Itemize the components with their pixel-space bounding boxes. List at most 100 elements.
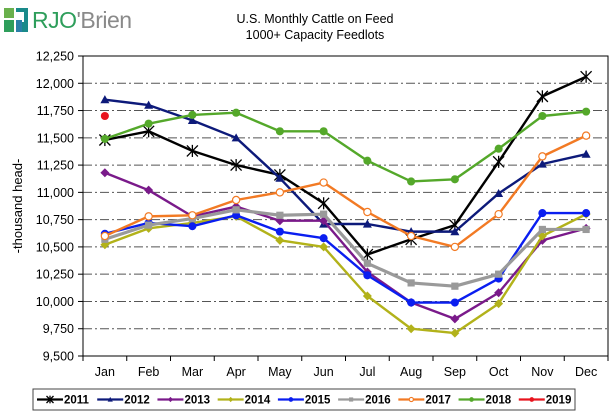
gridlines — [83, 82, 608, 330]
data-point-2018-Nov — [538, 111, 547, 121]
data-point-2018-Aug — [407, 177, 416, 186]
data-point-2016-Apr — [232, 206, 240, 214]
legend-item-2011: 2011 — [37, 395, 90, 407]
data-point-2012-Jul — [362, 219, 372, 228]
legend-marker-2012 — [107, 396, 113, 402]
y-tick-label: 10,750 — [36, 213, 74, 227]
data-point-2011-Dec — [580, 70, 593, 83]
data-point-2015-May — [275, 227, 284, 236]
legend-box — [32, 388, 576, 411]
data-point-2017-Mar — [188, 211, 197, 220]
logo-text-brien: 'Brien — [76, 7, 133, 33]
data-point-2018-Sep — [450, 175, 459, 184]
legend-item-2016: 2016 — [338, 395, 391, 407]
legend-item-2018: 2018 — [458, 395, 512, 407]
legend-marker-2013 — [167, 396, 174, 403]
data-point-2018-Jul — [363, 156, 372, 165]
data-point-2018-Mar — [188, 110, 197, 119]
data-point-2014-Jun — [319, 242, 329, 252]
data-point-2014-Oct — [494, 299, 504, 309]
legend-label-2018: 2018 — [486, 395, 512, 407]
data-point-2012-Feb — [144, 100, 154, 109]
series-line-2013 — [104, 171, 587, 321]
chart-title-block: U.S. Monthly Cattle on Feed 1000+ Capaci… — [150, 11, 480, 43]
data-point-2012-Sep — [450, 227, 460, 236]
series-line-2012 — [104, 98, 587, 233]
data-point-2016-Dec — [582, 225, 590, 234]
data-point-2016-May — [276, 211, 284, 219]
data-point-2011-Oct — [492, 155, 505, 168]
x-tick-label: May — [268, 365, 292, 379]
legend-item-2017: 2017 — [398, 395, 451, 407]
x-tick-label: Oct — [489, 365, 509, 379]
legend-item-2013: 2013 — [157, 395, 210, 407]
data-point-2017-Jul — [363, 207, 372, 217]
data-point-2011-Apr — [230, 159, 243, 172]
x-tick-label: Jul — [359, 365, 375, 379]
series-line-2017 — [104, 134, 587, 249]
data-point-2013-Sep — [450, 314, 460, 324]
data-point-2017-May — [275, 188, 285, 197]
data-point-2017-Feb — [144, 212, 153, 221]
data-point-2012-May — [275, 173, 285, 182]
y-tick-label: 11,500 — [37, 131, 74, 145]
legend-label-2011: 2011 — [64, 395, 90, 407]
series-line-2011 — [104, 75, 587, 256]
data-point-2013-Jan — [100, 168, 110, 178]
series-line-2014 — [104, 213, 587, 335]
legend-label-2013: 2013 — [184, 395, 210, 407]
data-point-2014-Jul — [362, 291, 372, 301]
legend-marker-2018 — [469, 397, 474, 402]
data-point-2017-Jun — [319, 178, 328, 187]
data-point-2012-Mar — [187, 115, 197, 124]
rjobrien-logo: RJO'Brien — [4, 6, 132, 34]
data-point-2017-Aug — [406, 231, 416, 241]
data-point-2018-Dec — [582, 107, 591, 116]
series-2012 — [100, 95, 591, 236]
x-tick-label: Jan — [95, 365, 115, 379]
axes: 9,500 9,750 10,000 10,250 10,500 10,750 11,000… — [36, 50, 609, 379]
series-2017 — [100, 131, 591, 252]
y-axis-label: -thousand head- — [10, 159, 25, 254]
x-tick-label: Aug — [400, 365, 422, 379]
x-tick-label: Nov — [531, 365, 554, 379]
data-point-2016-Sep — [451, 282, 459, 290]
y-tick-label: 10,000 — [36, 295, 74, 309]
data-point-2011-Jun — [317, 197, 330, 210]
data-point-2017-Sep — [450, 242, 460, 252]
x-tick-label: Dec — [575, 365, 597, 379]
legend-marker-2011 — [46, 395, 54, 404]
legend-marker-2014 — [228, 396, 234, 403]
data-point-2013-Oct — [494, 288, 504, 298]
legend-label-2016: 2016 — [365, 395, 391, 407]
series-line-2018 — [104, 110, 587, 183]
y-tick-label: 12,000 — [36, 77, 74, 91]
data-point-2013-Feb — [144, 185, 154, 195]
data-point-2017-Jan — [100, 231, 110, 241]
x-tick-label: Mar — [182, 365, 204, 379]
data-point-2017-Oct — [494, 209, 503, 219]
data-point-2016-Jun — [320, 210, 328, 218]
series-line-2016 — [104, 208, 587, 288]
data-point-2015-Sep — [450, 298, 459, 307]
x-tick-label: Feb — [138, 365, 160, 379]
legend-label-2014: 2014 — [245, 395, 271, 407]
y-tick-label: 9,500 — [43, 350, 74, 364]
data-point-2016-Jul — [363, 259, 371, 267]
data-point-2017-Apr — [231, 195, 241, 205]
data-point-2015-Jun — [319, 234, 328, 243]
data-point-2014-Aug — [406, 324, 416, 334]
data-point-2017-Dec — [581, 131, 591, 140]
data-point-2012-Nov — [537, 159, 547, 168]
data-point-2012-Jan — [100, 95, 110, 104]
legend-item-2015: 2015 — [277, 395, 331, 407]
plot-area — [82, 55, 609, 357]
data-point-2016-Oct — [495, 270, 503, 278]
legend-marker-2016 — [349, 397, 354, 402]
data-point-2014-May — [275, 235, 285, 245]
data-point-2018-Jan — [100, 134, 109, 143]
chart-subtitle: 1000+ Capacity Feedlots — [245, 28, 385, 42]
y-tick-label: 10,500 — [36, 240, 74, 254]
data-point-2015-Jul — [363, 271, 372, 280]
